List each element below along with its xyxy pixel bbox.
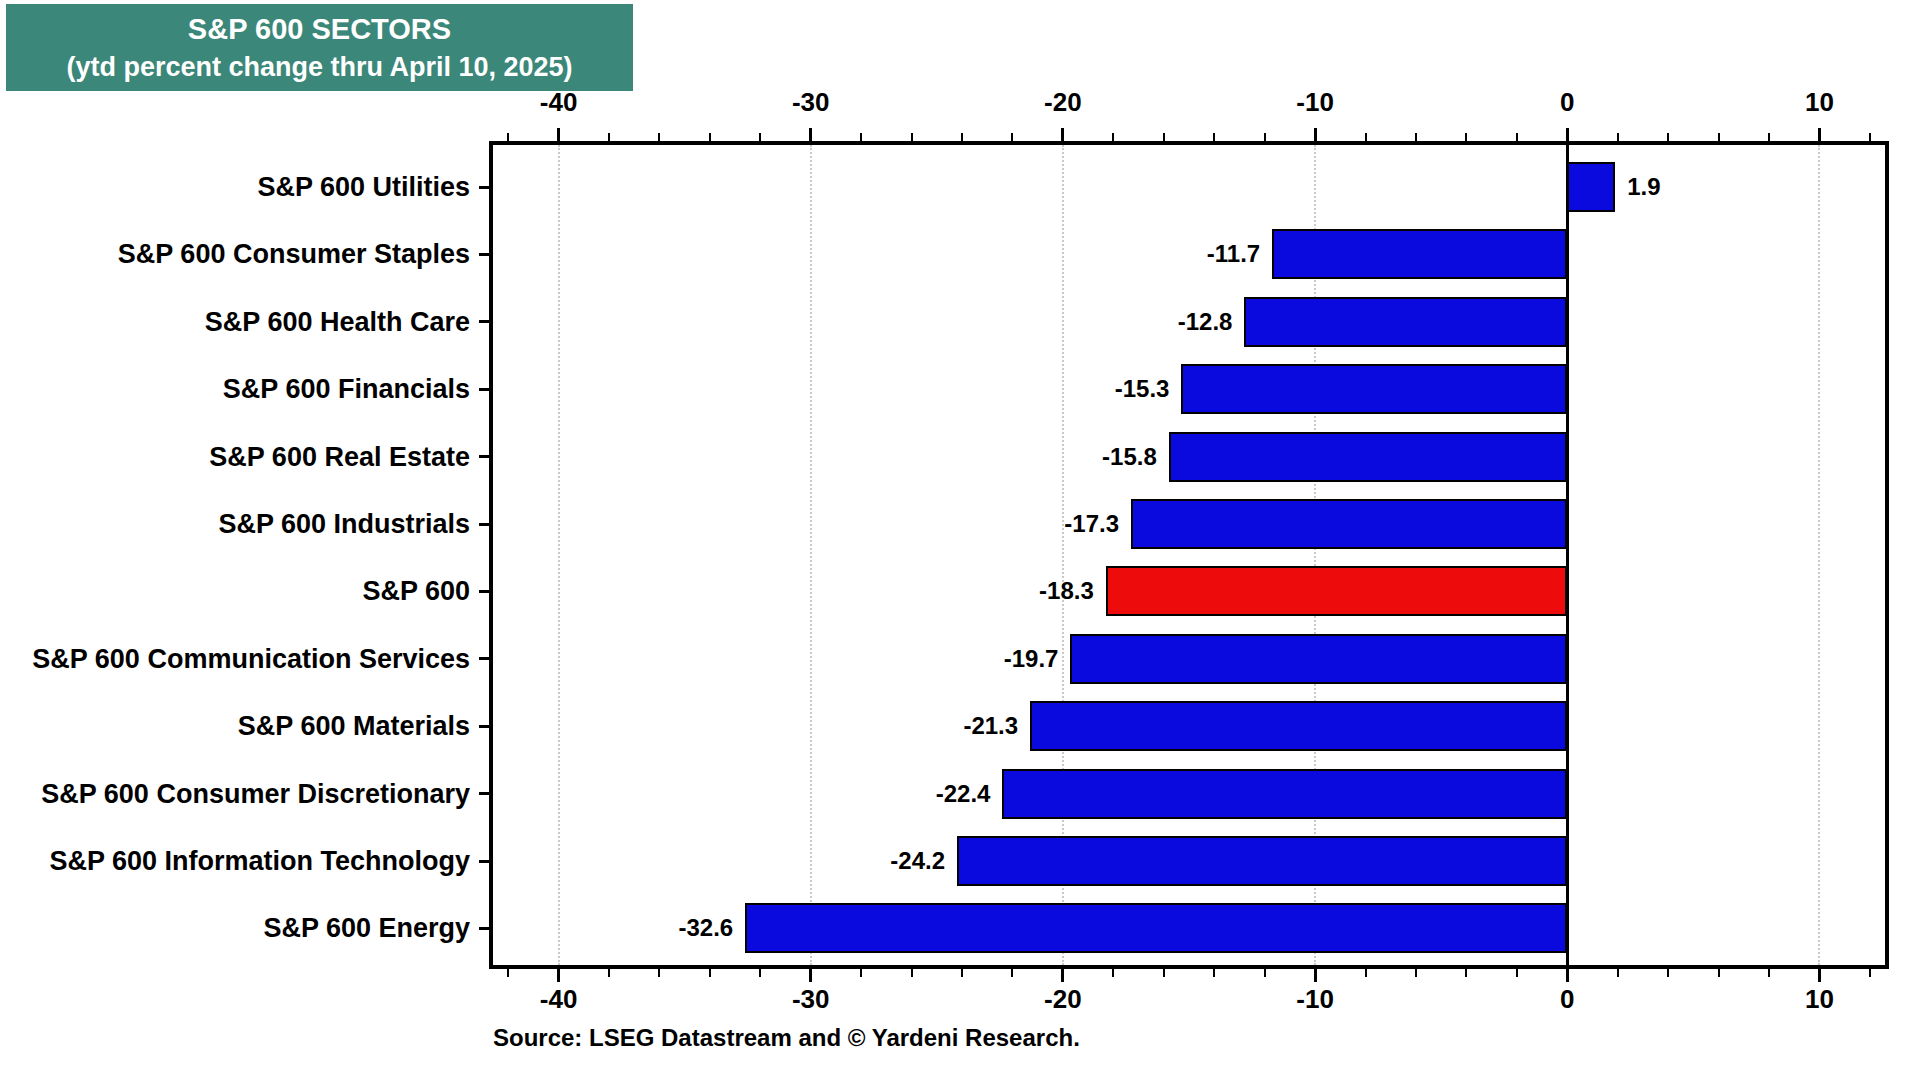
x-major-tick-top [1314,128,1317,141]
category-label: S&P 600 Consumer Staples [10,237,470,271]
chart-title-line1: S&P 600 SECTORS [188,10,451,48]
x-minor-tick-bottom [1264,969,1266,977]
x-tick-label-top: -20 [1003,86,1123,118]
x-tick-label-top: -30 [751,86,871,118]
category-label: S&P 600 Financials [10,372,470,406]
category-label: S&P 600 Industrials [10,507,470,541]
x-major-tick-bottom [557,969,560,982]
x-minor-tick-bottom [1667,969,1669,977]
category-label: S&P 600 Materials [10,709,470,743]
x-minor-tick-bottom [911,969,913,977]
x-minor-tick-bottom [1213,969,1215,977]
x-minor-tick-bottom [1718,969,1720,977]
x-minor-tick-bottom [1011,969,1013,977]
x-tick-label-top: -40 [499,86,619,118]
category-label: S&P 600 Communication Services [10,642,470,676]
x-minor-tick-bottom [709,969,711,977]
category-label: S&P 600 [10,574,470,608]
x-minor-tick-bottom [1365,969,1367,977]
x-minor-tick-top [1163,133,1165,141]
x-tick-label-bottom: -10 [1255,983,1375,1015]
x-minor-tick-top [1869,133,1871,141]
x-major-tick-bottom [1061,969,1064,982]
category-tick [479,590,489,593]
x-minor-tick-top [1516,133,1518,141]
category-label: S&P 600 Information Technology [10,844,470,878]
x-minor-tick-bottom [507,969,509,977]
x-minor-tick-top [1667,133,1669,141]
plot-border [489,141,1889,969]
x-minor-tick-top [1112,133,1114,141]
x-minor-tick-top [1718,133,1720,141]
category-label: S&P 600 Health Care [10,305,470,339]
x-minor-tick-top [1768,133,1770,141]
x-tick-label-top: -10 [1255,86,1375,118]
x-minor-tick-top [1415,133,1417,141]
category-tick [479,320,489,323]
x-minor-tick-top [1011,133,1013,141]
category-tick [479,860,489,863]
x-minor-tick-bottom [961,969,963,977]
x-minor-tick-top [709,133,711,141]
category-tick [479,523,489,526]
x-minor-tick-bottom [759,969,761,977]
category-tick [479,253,489,256]
category-label: S&P 600 Consumer Discretionary [10,777,470,811]
source-note: Source: LSEG Datastream and © Yardeni Re… [493,1024,1080,1052]
x-minor-tick-bottom [1112,969,1114,977]
category-tick [479,388,489,391]
x-minor-tick-bottom [860,969,862,977]
x-major-tick-top [1818,128,1821,141]
x-tick-label-bottom: 10 [1759,983,1879,1015]
x-major-tick-bottom [1818,969,1821,982]
x-tick-label-bottom: -20 [1003,983,1123,1015]
x-tick-label-bottom: -40 [499,983,619,1015]
x-minor-tick-bottom [1465,969,1467,977]
category-label: S&P 600 Energy [10,911,470,945]
x-minor-tick-bottom [1516,969,1518,977]
category-tick [479,927,489,930]
chart-canvas: S&P 600 SECTORS (ytd percent change thru… [0,0,1920,1080]
x-minor-tick-top [507,133,509,141]
x-major-tick-top [1061,128,1064,141]
x-minor-tick-top [1264,133,1266,141]
x-minor-tick-top [1617,133,1619,141]
x-minor-tick-top [1465,133,1467,141]
x-major-tick-bottom [1566,969,1569,982]
x-minor-tick-bottom [1617,969,1619,977]
x-minor-tick-bottom [608,969,610,977]
x-minor-tick-bottom [1869,969,1871,977]
x-major-tick-top [1566,128,1569,141]
x-minor-tick-top [911,133,913,141]
x-minor-tick-top [658,133,660,141]
x-tick-label-bottom: -30 [751,983,871,1015]
x-minor-tick-top [759,133,761,141]
x-minor-tick-bottom [1768,969,1770,977]
x-minor-tick-top [1365,133,1367,141]
x-minor-tick-top [860,133,862,141]
x-minor-tick-bottom [1163,969,1165,977]
category-label: S&P 600 Real Estate [10,440,470,474]
category-tick [479,186,489,189]
chart-title-line2: (ytd percent change thru April 10, 2025) [66,48,572,86]
category-tick [479,792,489,795]
x-minor-tick-bottom [658,969,660,977]
x-tick-label-top: 0 [1507,86,1627,118]
x-major-tick-top [809,128,812,141]
x-minor-tick-top [608,133,610,141]
category-tick [479,455,489,458]
x-minor-tick-top [961,133,963,141]
x-tick-label-bottom: 0 [1507,983,1627,1015]
x-major-tick-bottom [809,969,812,982]
x-major-tick-bottom [1314,969,1317,982]
x-minor-tick-top [1213,133,1215,141]
category-label: S&P 600 Utilities [10,170,470,204]
chart-title-box: S&P 600 SECTORS (ytd percent change thru… [6,4,633,91]
x-minor-tick-bottom [1415,969,1417,977]
category-tick [479,725,489,728]
x-major-tick-top [557,128,560,141]
category-tick [479,657,489,660]
x-tick-label-top: 10 [1759,86,1879,118]
